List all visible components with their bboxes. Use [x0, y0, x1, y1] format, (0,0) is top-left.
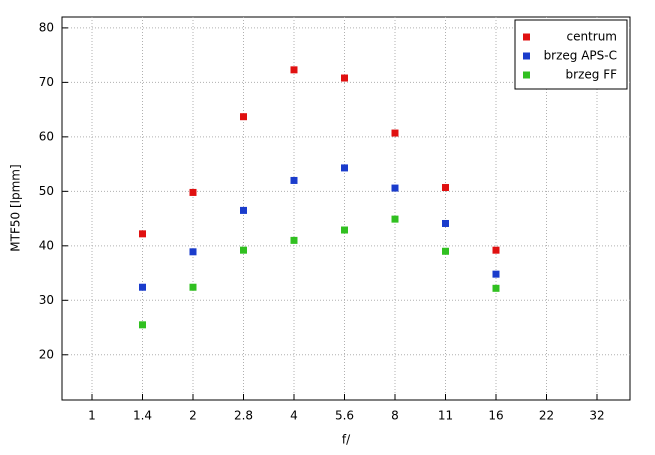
y-tick-label: 30	[39, 293, 54, 307]
x-tick-label: 2	[189, 409, 197, 423]
x-tick-label: 11	[438, 409, 453, 423]
x-axis-label: f/	[342, 433, 351, 447]
y-tick-label: 70	[39, 75, 54, 89]
y-axis-label: MTF50 [lpmm]	[9, 164, 23, 251]
y-tick-label: 80	[39, 20, 54, 34]
data-point	[240, 246, 247, 254]
x-tick-label: 4	[290, 409, 298, 423]
y-tick-label: 60	[39, 129, 54, 143]
x-tick-label: 1	[88, 409, 96, 423]
data-point	[442, 247, 449, 255]
data-point	[492, 270, 500, 278]
x-tick-label: 5.6	[335, 409, 354, 423]
y-tick-label: 20	[39, 347, 54, 361]
x-tick-label: 1.4	[133, 409, 152, 423]
data-point	[139, 283, 146, 291]
legend-label: brzeg APS-C	[544, 49, 617, 63]
x-tick-label: 2.8	[234, 409, 253, 423]
data-point	[189, 188, 197, 196]
legend-label: brzeg FF	[566, 68, 618, 82]
data-point	[492, 246, 500, 254]
data-point	[391, 184, 399, 192]
data-point	[240, 113, 247, 121]
x-tick-label: 32	[589, 409, 604, 423]
data-point	[290, 66, 298, 74]
data-point	[189, 248, 197, 256]
data-point	[341, 226, 348, 234]
data-point	[341, 164, 348, 172]
legend-marker	[523, 52, 530, 60]
legend-label: centrum	[566, 30, 617, 44]
data-point	[139, 230, 146, 238]
data-point	[442, 219, 449, 227]
x-tick-label: 16	[488, 409, 503, 423]
data-point	[240, 206, 247, 214]
data-point	[139, 321, 146, 329]
data-point	[341, 74, 348, 82]
data-point	[492, 284, 500, 292]
data-point	[442, 184, 449, 192]
data-point	[189, 283, 197, 291]
data-point	[391, 215, 399, 223]
y-tick-label: 40	[39, 238, 54, 252]
y-tick-label: 50	[39, 184, 54, 198]
data-point	[290, 236, 298, 244]
data-point	[391, 129, 399, 137]
x-tick-label: 8	[391, 409, 399, 423]
legend-box	[514, 19, 628, 90]
data-point	[290, 176, 298, 184]
plot-frame	[61, 16, 631, 401]
x-tick-label: 22	[539, 409, 554, 423]
legend-marker	[523, 33, 530, 41]
legend-marker	[523, 71, 530, 79]
